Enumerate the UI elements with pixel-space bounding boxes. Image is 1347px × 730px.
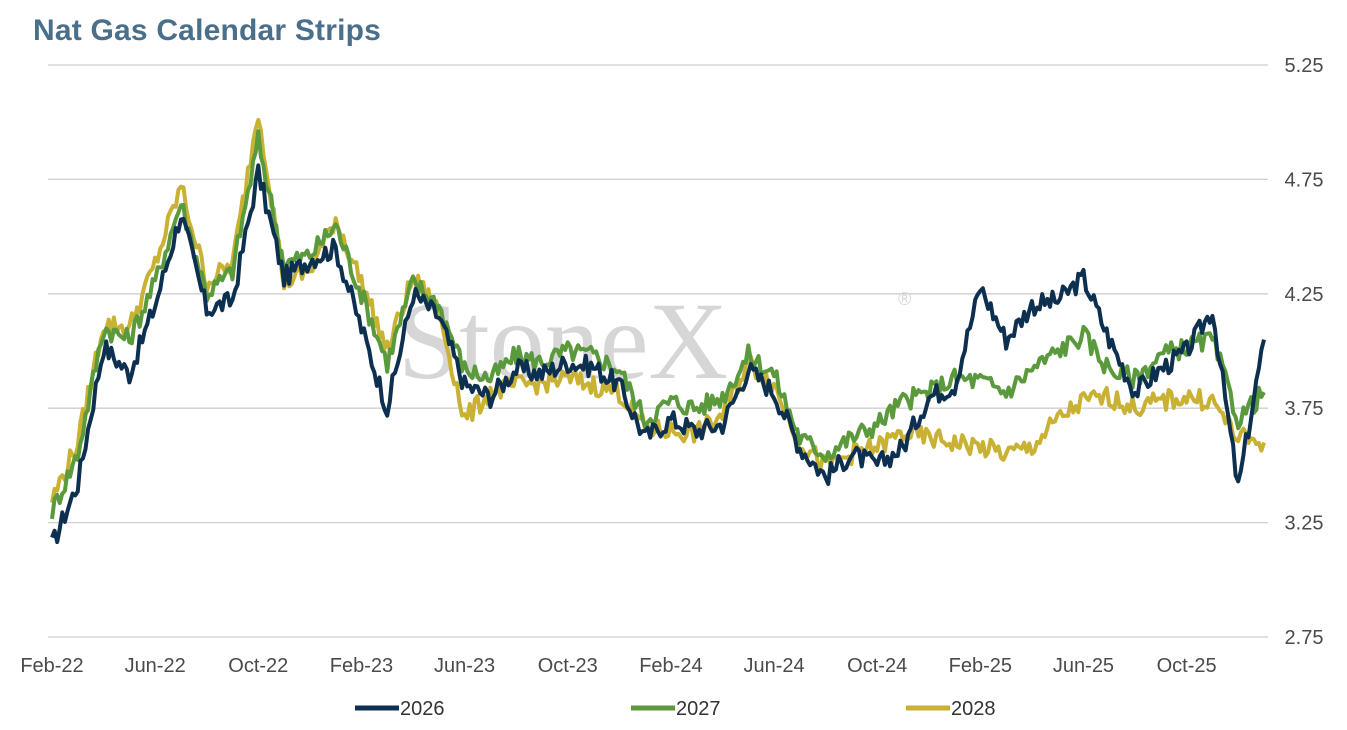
x-tick-label: Oct-23 <box>538 655 598 677</box>
x-tick-label: Oct-22 <box>228 655 288 677</box>
legend: 2026 2027 2028 <box>355 698 996 720</box>
x-tick-label: Feb-25 <box>949 655 1012 677</box>
y-tick-label: 2.75 <box>1285 627 1324 649</box>
series-line-2027 <box>50 129 1266 520</box>
x-tick-label: Feb-24 <box>639 655 702 677</box>
series-line-2026 <box>50 163 1266 544</box>
series-line-2028 <box>50 117 1266 503</box>
legend-label-2028: 2028 <box>951 698 996 720</box>
y-tick-label: 5.25 <box>1285 55 1324 77</box>
chart-title: Nat Gas Calendar Strips <box>33 14 382 47</box>
y-tick-label: 3.25 <box>1285 513 1324 535</box>
y-tick-label: 4.25 <box>1285 284 1324 306</box>
y-tick-label: 3.75 <box>1285 398 1324 420</box>
series-lines <box>50 117 1266 544</box>
x-tick-label: Jun-22 <box>125 655 186 677</box>
x-tick-label: Jun-23 <box>434 655 495 677</box>
x-axis-ticks: Feb-22 Jun-22 Oct-22 Feb-23 Jun-23 Oct-23 Feb-… <box>20 655 1216 677</box>
y-axis-ticks: 5.25 4.75 4.25 3.75 3.25 2.75 <box>1285 55 1324 649</box>
x-tick-label: Oct-25 <box>1157 655 1217 677</box>
x-tick-label: Feb-22 <box>20 655 83 677</box>
x-tick-label: Jun-24 <box>743 655 804 677</box>
watermark-registered-mark: ® <box>898 289 911 309</box>
y-tick-label: 4.75 <box>1285 169 1324 191</box>
x-tick-label: Jun-25 <box>1053 655 1114 677</box>
legend-label-2027: 2027 <box>676 698 721 720</box>
watermark: StoneX ® <box>398 280 911 402</box>
x-tick-label: Feb-23 <box>330 655 393 677</box>
x-tick-label: Oct-24 <box>847 655 907 677</box>
legend-label-2026: 2026 <box>400 698 445 720</box>
